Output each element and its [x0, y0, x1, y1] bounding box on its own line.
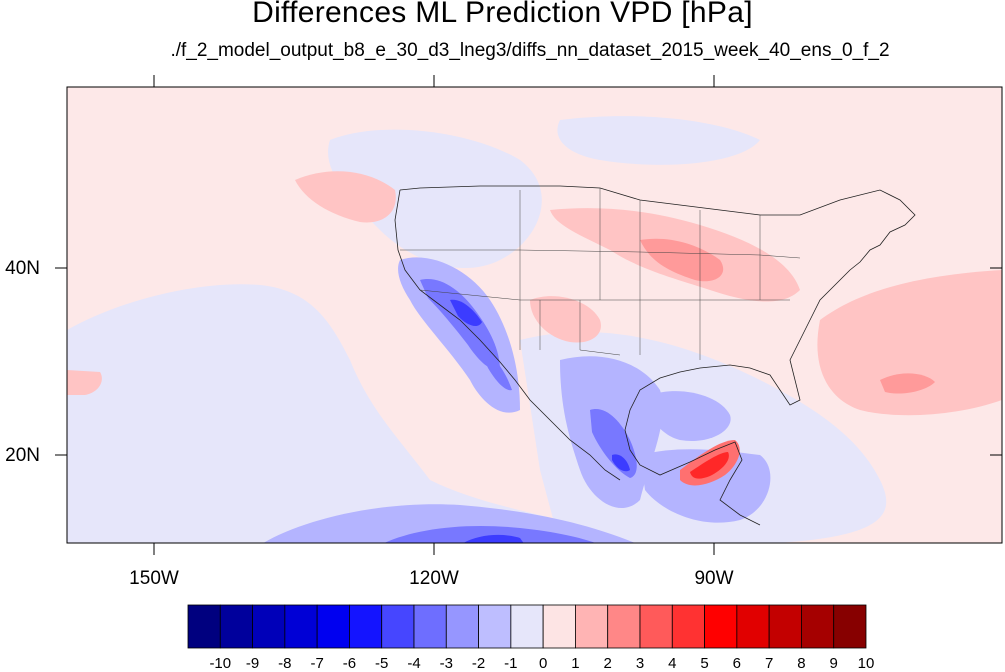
map-field	[67, 87, 1002, 543]
colorbar-label: -2	[471, 655, 486, 672]
colorbar-label: -8	[278, 655, 292, 672]
lat-label-20n: 20N	[5, 445, 40, 466]
colorbar-label: 8	[797, 655, 806, 672]
colorbar-box	[542, 604, 576, 649]
lon-label-90w: 90W	[694, 568, 734, 589]
colorbar-box	[510, 604, 544, 649]
colorbar-box	[381, 604, 415, 649]
northwest-pink-region	[295, 171, 396, 223]
colorbar-label: 3	[635, 655, 645, 672]
colorado-pink-region	[530, 296, 601, 343]
nw-pale-blue-region	[328, 129, 542, 269]
colorbar-label: 9	[829, 655, 838, 672]
colorbar-label: 6	[732, 655, 742, 672]
colorbar-boxes	[187, 604, 867, 649]
colorbar-box	[575, 604, 609, 649]
lat-label-40n: 40N	[5, 258, 40, 279]
colorbar-box	[833, 604, 867, 649]
pacific-pink-region	[67, 370, 102, 395]
colorbar-box	[671, 604, 705, 649]
colorbar-label: 2	[603, 655, 612, 672]
yucatan-dark-red-spot	[690, 452, 729, 479]
map-title: Differences ML Prediction VPD [hPa]	[252, 0, 753, 29]
colorbar-box	[219, 604, 253, 649]
mexico-dark-blue-spot	[612, 454, 630, 472]
colorbar-label: -5	[375, 655, 389, 672]
colorbar-label: -6	[342, 655, 357, 672]
midwest-stronger-pink	[640, 238, 724, 282]
gulf-blue-region	[649, 391, 731, 441]
lon-label-150w: 150W	[129, 568, 179, 589]
colorbar-label: 7	[764, 655, 774, 672]
colorbar-box	[284, 604, 318, 649]
colorbar-label: -3	[439, 655, 453, 672]
colorbar-box	[252, 604, 286, 649]
atlantic-stronger-pink	[880, 373, 935, 394]
lon-label-120w: 120W	[409, 568, 459, 589]
colorbar-box	[736, 604, 770, 649]
colorbar-box	[704, 604, 738, 649]
colorbar-label: -1	[504, 655, 518, 672]
colorbar-box	[413, 604, 447, 649]
colorbar-box	[478, 604, 512, 649]
canada-pale-blue-region	[557, 116, 760, 165]
pacific-pale-blue-region	[67, 284, 560, 543]
colorbar-box	[639, 604, 673, 649]
colorbar-label: -9	[245, 655, 260, 672]
pacific-dark-blue-spot	[463, 534, 524, 543]
colorbar-label: 5	[700, 655, 709, 672]
colorbar-label: 10	[857, 655, 875, 672]
colorbar-label: 4	[668, 655, 677, 672]
colorbar-label: 0	[538, 655, 548, 672]
colorbar-box	[768, 604, 802, 649]
colorbar-box	[445, 604, 479, 649]
atlantic-pink-region	[817, 270, 1002, 416]
colorbar-label: -4	[407, 655, 421, 672]
colorbar-label: -10	[209, 655, 232, 672]
colorbar-box	[316, 604, 350, 649]
baja-strong-blue-region	[480, 350, 512, 391]
arizona-dark-blue-spot	[450, 299, 482, 327]
map-frame	[66, 86, 1003, 544]
california-strong-blue-region	[420, 279, 500, 371]
map-ticks	[55, 75, 1002, 555]
pacific-strong-blue-band	[384, 525, 596, 543]
colorbar-box	[607, 604, 641, 649]
colorbar-box	[349, 604, 383, 649]
colorbar-label: 1	[571, 655, 580, 672]
us-state-borders	[400, 188, 801, 360]
map-subtitle: ./f_2_model_output_b8_e_30_d3_lneg3/diff…	[170, 40, 890, 61]
north-america-outline	[394, 185, 916, 526]
colorbar-label: -7	[310, 655, 324, 672]
colorbar-box	[801, 604, 835, 649]
colorbar-box	[187, 604, 221, 649]
